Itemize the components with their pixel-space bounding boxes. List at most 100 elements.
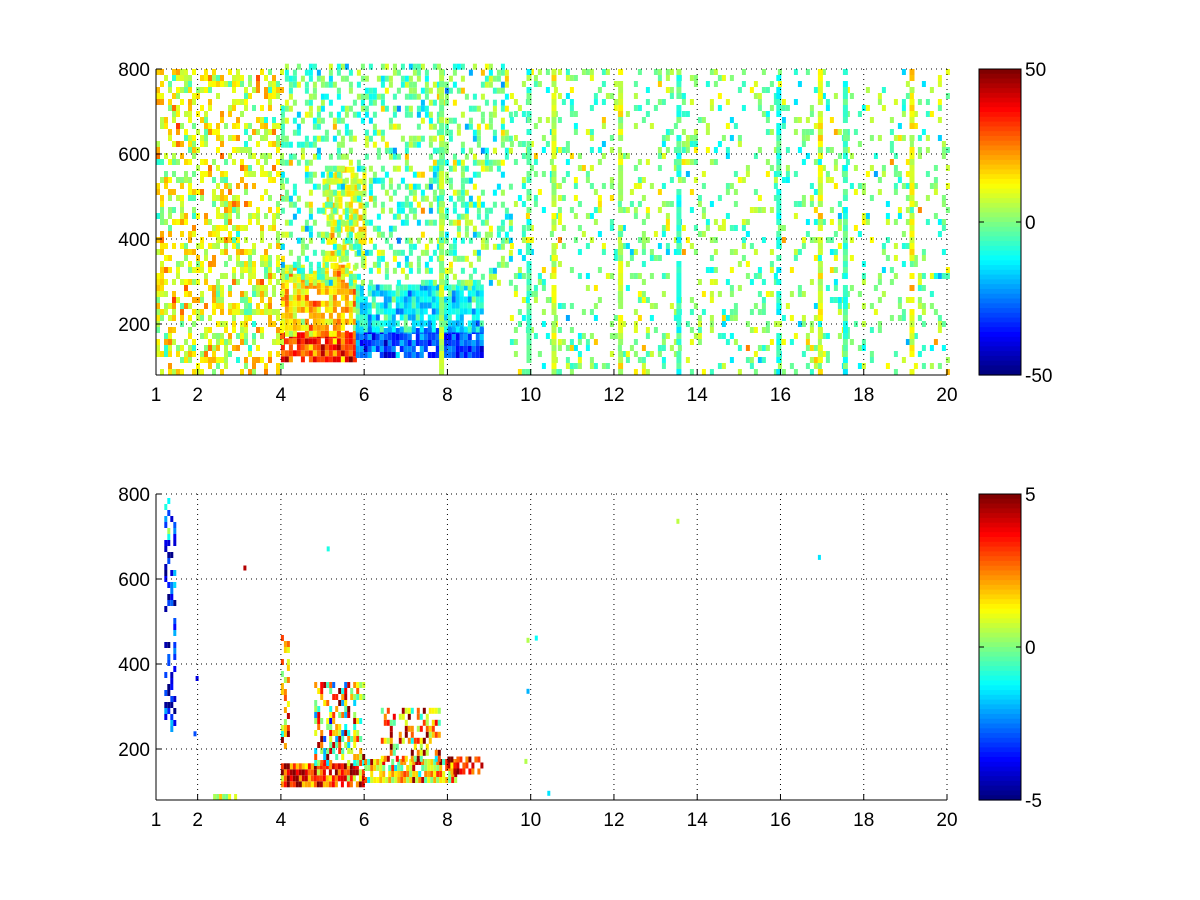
heatmap-cell [609, 177, 614, 183]
heatmap-cell [388, 771, 392, 777]
heatmap-cell [413, 743, 417, 750]
heatmap-cell [861, 279, 866, 285]
heatmap-cell [312, 338, 317, 345]
heatmap-cell [332, 356, 337, 363]
heatmap-cell [477, 756, 481, 763]
heatmap-cell [504, 213, 509, 220]
heatmap-cell [480, 159, 485, 166]
heatmap-cell [220, 171, 224, 177]
heatmap-cell [428, 201, 433, 208]
heatmap-cell [833, 183, 838, 189]
heatmap-cell [425, 743, 429, 750]
heatmap-cell [508, 237, 513, 244]
heatmap-cell [300, 225, 305, 232]
heatmap-cell [665, 243, 670, 249]
heatmap-cell [937, 81, 942, 87]
heatmap-cell [301, 769, 305, 776]
heatmap-cell [373, 777, 377, 783]
heatmap-cell [585, 243, 590, 249]
colorbar-swatch [979, 680, 1021, 686]
heatmap-cell [328, 213, 333, 220]
heatmap-cell [232, 105, 236, 111]
heatmap-cell [180, 369, 184, 375]
heatmap-cell [248, 219, 252, 225]
heatmap-cell [384, 273, 389, 280]
heatmap-cell [403, 320, 408, 327]
x-tick-label: 20 [936, 810, 957, 831]
heatmap-cell [412, 69, 417, 76]
heatmap-cell [797, 117, 802, 123]
heatmap-cell [380, 135, 385, 142]
heatmap-cell [304, 69, 309, 76]
heatmap-cell [419, 755, 423, 762]
heatmap-cell [346, 781, 350, 788]
heatmap-cell [228, 213, 232, 219]
heatmap-cell [156, 285, 160, 291]
heatmap-cell [352, 294, 357, 301]
heatmap-cell [673, 315, 678, 321]
heatmap-cell [363, 334, 368, 340]
heatmap-cell [661, 339, 666, 345]
heatmap-cell [184, 303, 188, 309]
heatmap-cell [404, 755, 408, 762]
heatmap-cell [389, 749, 393, 756]
heatmap-cell [434, 719, 438, 726]
heatmap-cell [467, 320, 472, 327]
heatmap-cell [344, 294, 349, 301]
heatmap-cell [476, 201, 481, 208]
heatmap-cell [380, 75, 385, 82]
heatmap-cell [329, 682, 333, 688]
heatmap-cell [332, 712, 336, 718]
heatmap-cell [817, 297, 823, 303]
heatmap-cell [392, 749, 396, 756]
heatmap-cell [328, 165, 333, 172]
heatmap-cell [941, 153, 946, 159]
heatmap-cell [633, 273, 638, 279]
heatmap-cell [436, 165, 441, 172]
heatmap-cell [404, 141, 409, 148]
heatmap-cell [328, 99, 333, 106]
heatmap-cell [452, 207, 457, 214]
heatmap-cell [439, 135, 445, 141]
heatmap-cell [312, 350, 317, 357]
heatmap-cell [260, 255, 264, 261]
heatmap-cell [613, 105, 618, 111]
heatmap-cell [476, 249, 481, 256]
heatmap-cell [340, 75, 345, 82]
heatmap-cell [893, 219, 898, 225]
heatmap-cell [370, 771, 374, 777]
heatmap-cell [368, 165, 373, 172]
heatmap-cell [776, 369, 782, 375]
heatmap-cell [689, 339, 694, 345]
heatmap-cell [348, 201, 353, 208]
heatmap-cell [909, 93, 914, 99]
x-tick-label: 10 [520, 385, 541, 406]
heatmap-cell [589, 237, 594, 243]
heatmap-cell [256, 129, 260, 135]
heatmap-cell [857, 183, 862, 189]
heatmap-cell [388, 147, 393, 154]
heatmap-cell [460, 213, 465, 220]
heatmap-cell [439, 777, 443, 783]
heatmap-cell [842, 225, 848, 231]
heatmap-cell [332, 718, 336, 724]
heatmap-cell [430, 765, 434, 771]
heatmap-cell [200, 117, 204, 123]
heatmap-cell [861, 183, 866, 189]
heatmap-cell [308, 350, 313, 357]
colorbar-swatch [979, 608, 1021, 615]
heatmap-cell [376, 231, 381, 238]
heatmap-cell [248, 171, 252, 177]
colorbar-swatch [979, 756, 1021, 763]
heatmap-cell [208, 267, 212, 273]
heatmap-cell [272, 225, 276, 231]
heatmap-cell [439, 333, 445, 339]
heatmap-cell [256, 291, 260, 297]
heatmap-cell [424, 195, 429, 202]
heatmap-cell [444, 249, 449, 256]
heatmap-cell [641, 345, 646, 351]
heatmap-cell [387, 284, 392, 291]
heatmap-cell [439, 99, 445, 105]
heatmap-cell [301, 781, 305, 788]
heatmap-cell [352, 213, 357, 220]
